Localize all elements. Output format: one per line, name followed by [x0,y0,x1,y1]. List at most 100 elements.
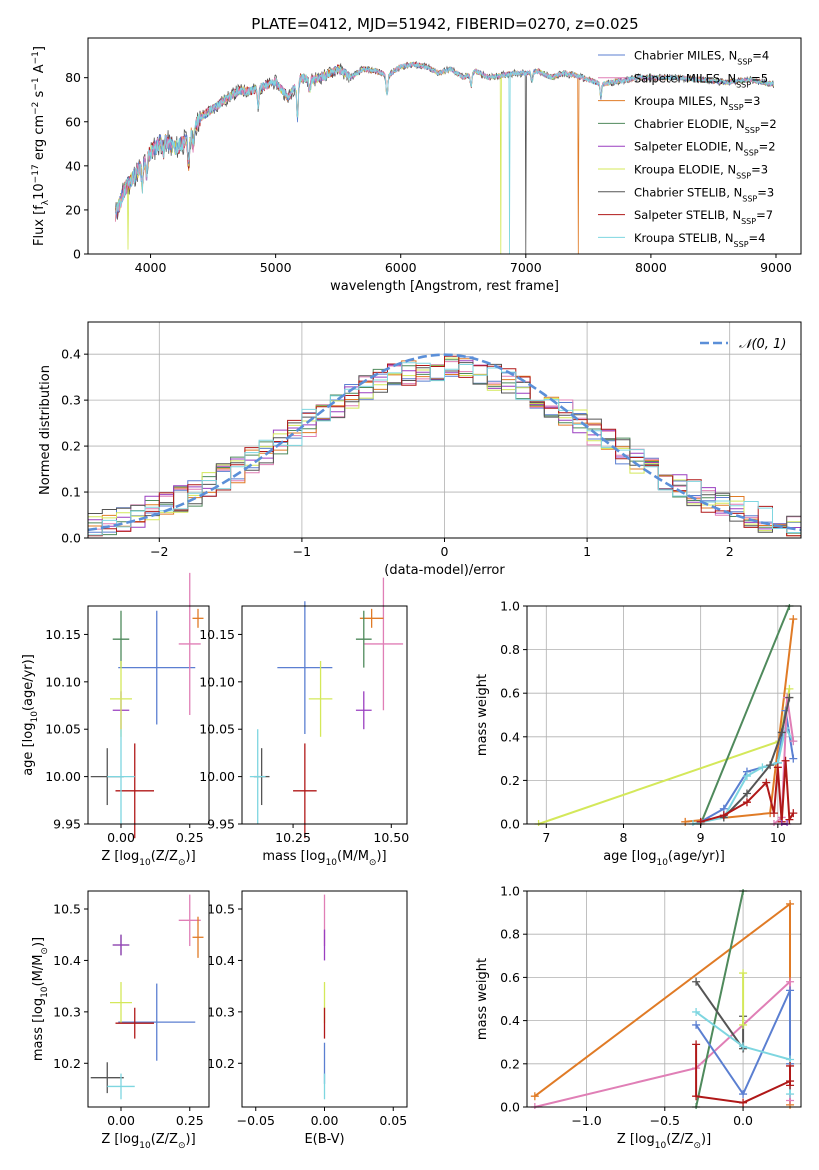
x-axis-label: (data-model)/error [384,563,505,578]
legend-count: =3 [751,163,768,177]
y-tick-label: 10.5 [207,902,235,917]
legend-count: =2 [760,117,777,131]
weight-marker [785,693,794,702]
weight-marker [773,763,782,772]
point-kroupa-miles [192,916,204,958]
point-salpeter-miles [178,572,201,715]
x-axis-label: wavelength [Angstrom, rest frame] [330,279,559,294]
label-part: 10 [30,711,40,723]
weight-marker [786,1081,795,1090]
y-tick-label: 10.15 [45,627,81,642]
label-part: )] [701,1132,711,1147]
point-salpeter-stelib [293,743,317,839]
weight-marker [785,815,794,824]
weight-line [695,890,745,1108]
legend-subscript: SSP [736,80,751,89]
y-axis-label: mass weight [475,674,490,756]
y-tick-label: 0.3 [61,393,81,408]
y-tick-label: 10.3 [207,1004,235,1019]
y-tick-label: 0.4 [61,347,81,362]
y-tick-label: 0.2 [500,773,520,788]
legend-count: =7 [756,208,773,222]
legend-subscript: SSP [741,217,756,226]
x-axis-label: Z [log10(Z/Z⊙)] [617,1132,711,1151]
legend-count: =5 [751,71,768,85]
y-tick-label: 10.5 [53,902,81,917]
y-tick-label: 10.2 [207,1056,235,1071]
y-tick-label: 9.95 [207,817,235,832]
label-part: ⊙ [369,858,377,868]
x-tick-label: 6000 [385,260,417,275]
y-tick-label: 0 [73,247,81,262]
weight-series-salpeter-stelib [692,1040,795,1107]
x-tick-label: 10 [770,830,786,845]
x-tick-label: 0.25 [176,1113,204,1128]
y-tick-label: 10.2 [53,1056,81,1071]
x-tick-label: −1 [293,544,311,559]
x-tick-label: 0.05 [379,1113,407,1128]
weight-marker [789,737,798,746]
point-kroupa-miles [192,608,204,628]
x-tick-label: 1 [583,544,591,559]
x-tick-label: 0.00 [311,1113,339,1128]
label-part: 10 [656,858,668,868]
x-tick-label: 9 [697,830,705,845]
weight-series-kroupa-elodie [739,969,748,1029]
x-axis-label: E(B-V) [304,1132,344,1147]
x-tick-label: 2 [726,544,734,559]
weight-line [700,760,795,823]
point-salpeter-miles [178,894,201,947]
weight-marker [719,811,728,820]
point-chabrier-elodie [355,610,372,668]
x-axis-label: mass [log10(M/M⊙)] [262,849,386,868]
y-tick-label: 10.00 [45,769,81,784]
point-kroupa-elodie [308,660,333,737]
legend-subscript: SSP [742,194,757,203]
label-part: −17 [31,164,41,183]
normal-legend-label: 𝒩(0, 1) [739,337,786,352]
legend-entry-kroupa-stelib: Kroupa STELIB, NSSP=4 [634,231,765,249]
point-chabrier-miles [277,601,333,734]
point-chabrier-miles [118,983,196,1061]
label-part: mass [log [262,849,325,864]
y-axis-label: Flux [fλ10−17 erg cm−2 s−1 A−1] [31,46,51,246]
weight-line [695,989,791,1097]
label-part: 10 [139,858,151,868]
label-part: mass [log [31,998,46,1061]
weight-marker [692,1007,701,1016]
label-part: (M/M [337,849,369,864]
y-tick-label: 0.6 [500,970,520,985]
plot-frame [87,605,210,825]
legend-entry-salpeter-stelib: Salpeter STELIB, NSSP=7 [634,208,773,226]
y-tick-label: 40 [65,158,81,173]
label-part: )] [186,1132,196,1147]
point-kroupa-stelib [107,1073,135,1100]
label-part: erg cm [32,115,47,164]
label-part: 10 [326,858,338,868]
point-kroupa-stelib [249,729,266,824]
y-tick-label: 10.10 [199,674,235,689]
legend-subscript: SSP [745,125,760,134]
y-axis-label: age [log10(age/yr)] [21,654,40,776]
y-tick-label: 0.2 [61,439,81,454]
plot-frame [526,890,802,1108]
legend-text: Chabrier MILES, N [634,49,737,63]
y-tick-label: 10.10 [45,674,81,689]
y-tick-label: 0.0 [61,531,81,546]
x-tick-label: 7000 [510,260,542,275]
y-tick-label: 60 [65,114,81,129]
label-part: ⊙ [40,947,50,955]
y-tick-label: 0.8 [500,642,520,657]
legend-count: =2 [759,140,776,154]
x-tick-label: 9000 [760,260,792,275]
legend-text: Kroupa ELODIE, N [634,163,736,177]
point-kroupa-elodie [110,660,132,737]
point-chabrier-elodie [112,610,130,668]
x-tick-label: 0.00 [107,1113,135,1128]
y-tick-label: 10.3 [53,1004,81,1019]
histogram-kroupa-stelib [88,362,801,538]
label-part: ] [32,46,47,51]
weight-marker [742,789,751,798]
